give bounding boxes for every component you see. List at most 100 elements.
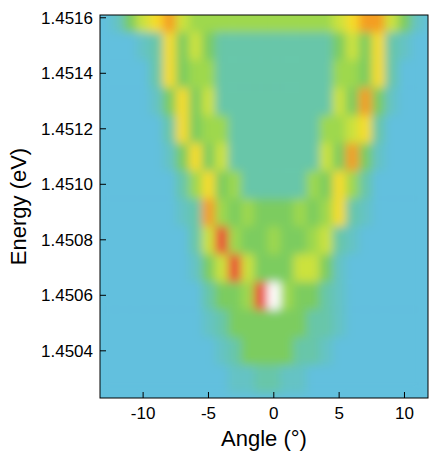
heatmap-cell bbox=[267, 115, 281, 143]
heatmap-cell bbox=[385, 226, 399, 254]
heatmap-cell bbox=[306, 337, 320, 365]
heatmap-cell bbox=[320, 281, 334, 309]
heatmap-cell bbox=[411, 226, 425, 254]
heatmap-cell bbox=[137, 15, 151, 32]
heatmap-cell bbox=[124, 309, 138, 337]
heatmap-cell bbox=[189, 32, 203, 60]
heatmap-cell bbox=[202, 226, 216, 254]
heatmap-cell bbox=[372, 365, 386, 393]
heatmap-cell bbox=[359, 15, 373, 32]
heatmap-cell bbox=[346, 337, 360, 365]
heatmap-cell bbox=[228, 226, 242, 254]
heatmap-cell bbox=[320, 59, 334, 87]
heatmap-cell bbox=[110, 32, 124, 60]
heatmap-cell bbox=[398, 143, 412, 171]
x-tick bbox=[273, 392, 274, 398]
heatmap-cell bbox=[333, 365, 347, 393]
heatmap-cell bbox=[241, 198, 255, 226]
heatmap-cell bbox=[254, 365, 268, 393]
heatmap-cell bbox=[346, 365, 360, 393]
heatmap-cell bbox=[359, 115, 373, 143]
heatmap-cell bbox=[100, 15, 111, 32]
heatmap-cell bbox=[385, 281, 399, 309]
heatmap-cell bbox=[254, 281, 268, 309]
heatmap-cell bbox=[150, 254, 164, 282]
heatmap-cell bbox=[241, 254, 255, 282]
heatmap-cell bbox=[359, 87, 373, 115]
heatmap-cell bbox=[150, 309, 164, 337]
heatmap-cell bbox=[163, 170, 177, 198]
heatmap-cell bbox=[359, 59, 373, 87]
heatmap-cell bbox=[100, 309, 111, 337]
heatmap-cell bbox=[137, 87, 151, 115]
heatmap-cell bbox=[372, 226, 386, 254]
heatmap-cell bbox=[100, 198, 111, 226]
heatmap-cell bbox=[124, 365, 138, 393]
heatmap-cell bbox=[411, 365, 425, 393]
heatmap-cell bbox=[372, 198, 386, 226]
plot-frame bbox=[100, 15, 428, 398]
heatmap-cell bbox=[202, 309, 216, 337]
heatmap-cell bbox=[359, 365, 373, 393]
heatmap-cell bbox=[163, 337, 177, 365]
heatmap-cell bbox=[372, 254, 386, 282]
y-tick-label: 1.4514 bbox=[41, 64, 93, 83]
heatmap-cell bbox=[110, 226, 124, 254]
heatmap-cell bbox=[385, 32, 399, 60]
heatmap-cell bbox=[228, 15, 242, 32]
heatmap-cell bbox=[189, 87, 203, 115]
heatmap-cell bbox=[267, 59, 281, 87]
heatmap-cell bbox=[333, 337, 347, 365]
heatmap-cell bbox=[110, 254, 124, 282]
heatmap-cell bbox=[267, 87, 281, 115]
heatmap-cell bbox=[100, 254, 111, 282]
heatmap-cell bbox=[215, 337, 229, 365]
heatmap-cell bbox=[306, 281, 320, 309]
heatmap-cell bbox=[267, 170, 281, 198]
heatmap-cell bbox=[320, 337, 334, 365]
plot-background bbox=[100, 15, 428, 398]
heatmap-cell bbox=[346, 115, 360, 143]
heatmap-cell bbox=[306, 254, 320, 282]
heatmap-cell bbox=[372, 15, 386, 32]
heatmap-cell bbox=[163, 15, 177, 32]
heatmap-cell bbox=[163, 32, 177, 60]
heatmap-cell bbox=[176, 15, 190, 32]
heatmap-cell bbox=[228, 32, 242, 60]
heatmap-cell bbox=[280, 59, 294, 87]
heatmap-cell bbox=[280, 170, 294, 198]
heatmap-cell bbox=[150, 115, 164, 143]
heatmap-cell bbox=[385, 198, 399, 226]
heatmap-cell bbox=[306, 32, 320, 60]
heatmap-cell bbox=[215, 59, 229, 87]
heatmap-cell bbox=[241, 309, 255, 337]
heatmap-cell bbox=[320, 15, 334, 32]
heatmap-cell bbox=[398, 115, 412, 143]
heatmap-cell bbox=[176, 143, 190, 171]
heatmap-cell bbox=[163, 281, 177, 309]
heatmap-cell bbox=[176, 170, 190, 198]
chart: 1.45041.45061.45081.45101.45121.45141.45… bbox=[0, 0, 434, 457]
heatmap-cell bbox=[346, 281, 360, 309]
heatmap-cell bbox=[359, 337, 373, 365]
heatmap-cell bbox=[346, 59, 360, 87]
heatmap-cell bbox=[320, 115, 334, 143]
heatmap-cell bbox=[241, 170, 255, 198]
heatmap-cell bbox=[280, 309, 294, 337]
heatmap-cell bbox=[137, 254, 151, 282]
heatmap-cell bbox=[110, 87, 124, 115]
heatmap-cell bbox=[411, 309, 425, 337]
heatmap-cell bbox=[385, 15, 399, 32]
heatmap-cell bbox=[320, 87, 334, 115]
heatmap-cell bbox=[150, 87, 164, 115]
heatmap-cell bbox=[320, 365, 334, 393]
heatmap-cell bbox=[254, 59, 268, 87]
heatmap-cell bbox=[189, 309, 203, 337]
heatmap-cell bbox=[124, 115, 138, 143]
heatmap-cell bbox=[254, 143, 268, 171]
heatmap-cell bbox=[267, 226, 281, 254]
heatmap-cell bbox=[124, 226, 138, 254]
heatmap-cell bbox=[346, 309, 360, 337]
heatmap-cell bbox=[293, 226, 307, 254]
heatmap-cell bbox=[176, 32, 190, 60]
